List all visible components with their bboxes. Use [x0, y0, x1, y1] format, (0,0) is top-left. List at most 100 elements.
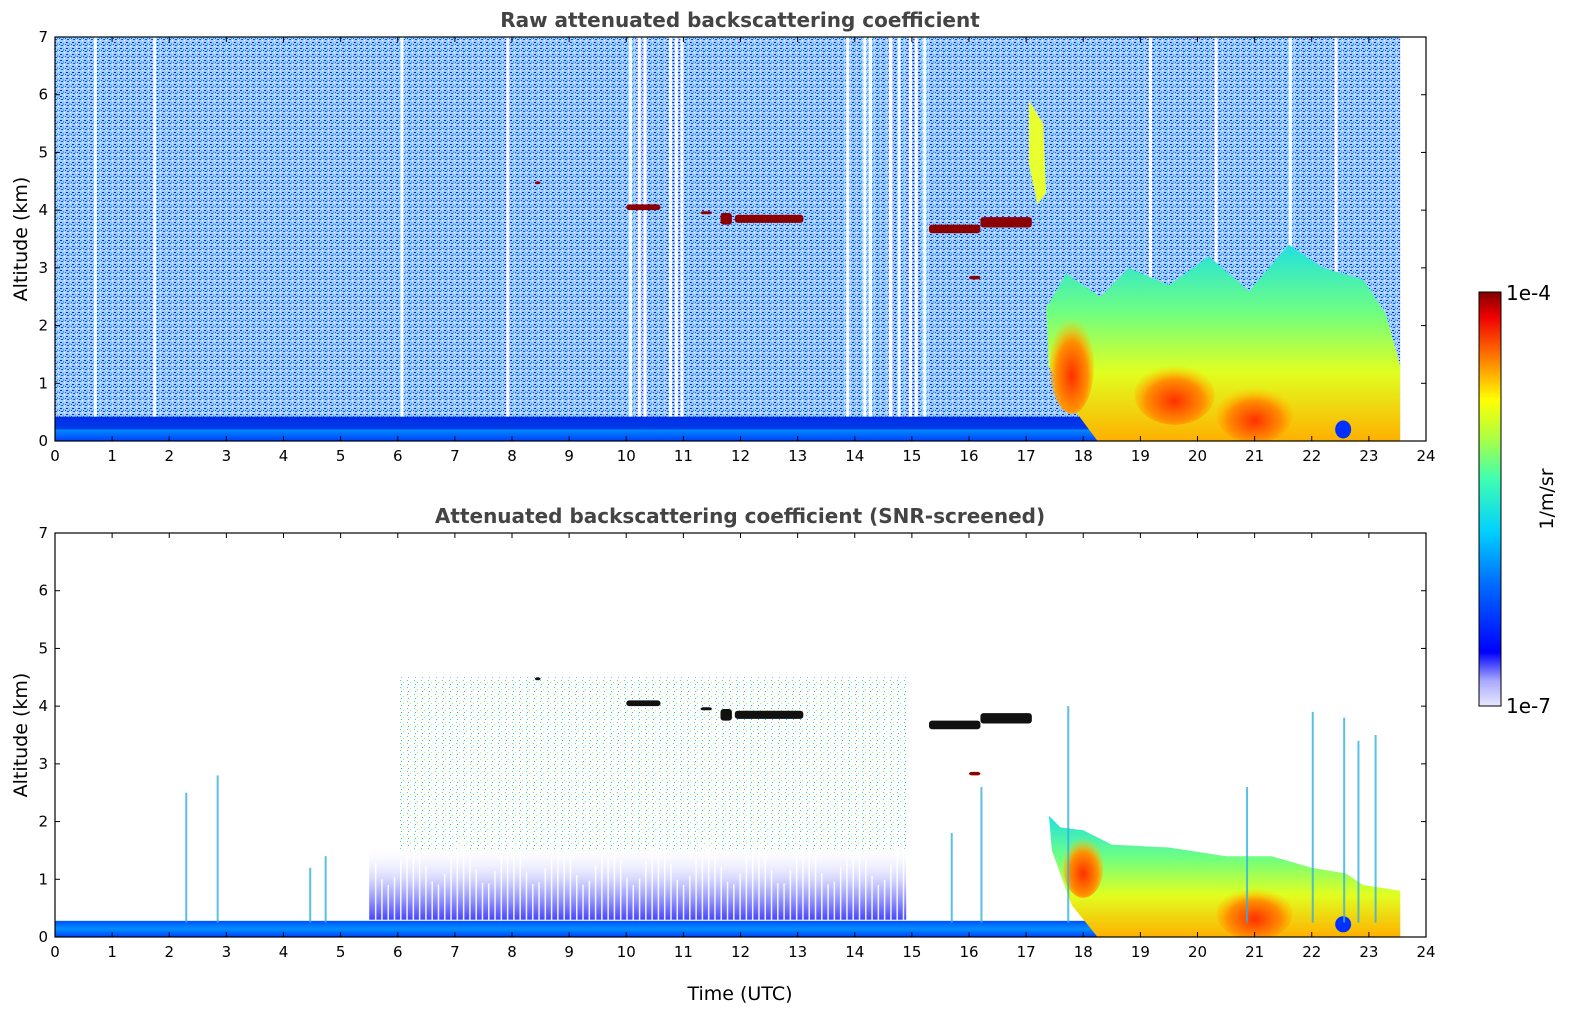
x-tick-label: 9	[564, 447, 574, 465]
data-gap	[93, 37, 97, 441]
heatmap-screened	[55, 677, 1401, 937]
x-tick-label: 17	[1017, 943, 1036, 961]
data-gap	[846, 37, 850, 441]
signal-streak	[393, 876, 396, 921]
y-tick-label: 3	[38, 259, 48, 277]
boundary-layer-band	[55, 920, 1101, 937]
cloud-layer	[720, 709, 732, 721]
cloud-layer	[534, 181, 541, 185]
precipitation-spike	[309, 867, 312, 923]
x-tick-label: 22	[1302, 447, 1321, 465]
signal-streak	[374, 862, 377, 921]
y-tick-label: 0	[38, 432, 48, 450]
data-gap	[674, 37, 678, 441]
data-gap	[897, 37, 901, 441]
x-tick-label: 16	[959, 447, 978, 465]
x-tick-label: 18	[1074, 943, 1093, 961]
x-tick-label: 7	[450, 943, 460, 961]
x-tick-label: 11	[674, 447, 693, 465]
signal-streak	[896, 846, 898, 921]
signal-streak	[569, 857, 572, 921]
signal-streak	[418, 848, 421, 921]
signal-streak	[481, 882, 484, 921]
precipitation-spike	[1067, 706, 1070, 923]
precipitation-spike	[324, 856, 327, 923]
x-tick-label: 6	[393, 943, 403, 961]
signal-streak	[808, 841, 810, 921]
x-tick-label: 22	[1302, 943, 1321, 961]
signal-streak	[431, 881, 433, 921]
y-axis-label: Altitude (km)	[10, 177, 32, 302]
x-tick-label: 12	[731, 943, 750, 961]
high-backscatter-core	[1216, 887, 1293, 937]
precipitation-region	[1046, 244, 1401, 441]
precipitation-spike	[980, 786, 983, 923]
x-tick-label: 2	[164, 447, 174, 465]
cloud-layers	[534, 677, 1032, 776]
signal-streak	[783, 883, 785, 921]
data-gap	[629, 37, 633, 441]
precipitation-spike	[1357, 740, 1360, 923]
signal-streak	[519, 854, 521, 921]
x-tick-label: 21	[1245, 447, 1264, 465]
low-backscatter-spot	[1335, 420, 1352, 439]
x-tick-label: 2	[164, 943, 174, 961]
x-tick-label: 16	[959, 943, 978, 961]
signal-streak	[789, 870, 792, 921]
signal-streak	[733, 884, 735, 921]
colorbar-min-label: 1e-7	[1506, 694, 1551, 718]
x-tick-label: 6	[393, 447, 403, 465]
signal-streak	[714, 849, 716, 921]
signal-streak	[682, 884, 685, 921]
data-gap	[680, 37, 684, 441]
signal-streak	[538, 882, 540, 921]
x-tick-label: 0	[50, 943, 60, 961]
signal-streak	[632, 885, 635, 921]
signal-streak	[550, 850, 553, 921]
data-gap	[1288, 37, 1292, 441]
signal-streak	[871, 875, 873, 921]
signal-streak	[883, 879, 886, 921]
signal-streak	[506, 840, 509, 921]
signal-streak	[821, 873, 823, 921]
signal-streak	[833, 881, 836, 921]
signal-streak	[852, 839, 854, 921]
data-gap	[1334, 37, 1338, 441]
signal-streak	[462, 839, 465, 921]
signal-streak	[890, 864, 892, 921]
axis-ticks: 0 1 2 3 4 5 6 7 8 9 10 11 12 13 14 15 16 17 18 19 20 21 22 23 24…	[38, 524, 1435, 961]
x-tick-label: 3	[222, 447, 232, 465]
cloud-layer	[734, 214, 804, 223]
x-tick-label: 13	[788, 447, 807, 465]
high-backscatter-core	[1063, 837, 1104, 898]
signal-streak	[726, 881, 729, 921]
data-gap	[1214, 37, 1218, 441]
signal-streak	[469, 851, 471, 921]
signal-streak	[406, 843, 408, 921]
heatmap-raw	[55, 37, 1426, 441]
signal-streak	[638, 878, 641, 921]
signal-streak	[425, 866, 427, 921]
panel-screened-title: Attenuated backscattering coefficient (S…	[435, 504, 1045, 528]
y-tick-label: 2	[38, 813, 48, 831]
x-tick-label: 24	[1416, 943, 1435, 961]
signal-streak	[865, 858, 867, 921]
signal-streak	[513, 840, 515, 921]
precipitation-spike	[185, 792, 188, 923]
data-gap	[1148, 37, 1152, 441]
signal-streak	[777, 883, 779, 921]
x-tick-label: 11	[674, 943, 693, 961]
precipitation-spike	[1343, 717, 1346, 923]
signal-streak	[645, 861, 647, 921]
data-gap	[889, 37, 893, 441]
x-tick-label: 9	[564, 943, 574, 961]
colorbar-gradient	[1478, 291, 1502, 707]
x-tick-label: 10	[617, 943, 636, 961]
signal-streak	[607, 838, 609, 921]
signal-streak	[531, 883, 534, 921]
y-tick-label: 2	[38, 317, 48, 335]
data-gap	[863, 37, 867, 441]
x-tick-label: 20	[1188, 447, 1207, 465]
data-gap	[637, 37, 641, 441]
signal-streak	[707, 839, 710, 921]
